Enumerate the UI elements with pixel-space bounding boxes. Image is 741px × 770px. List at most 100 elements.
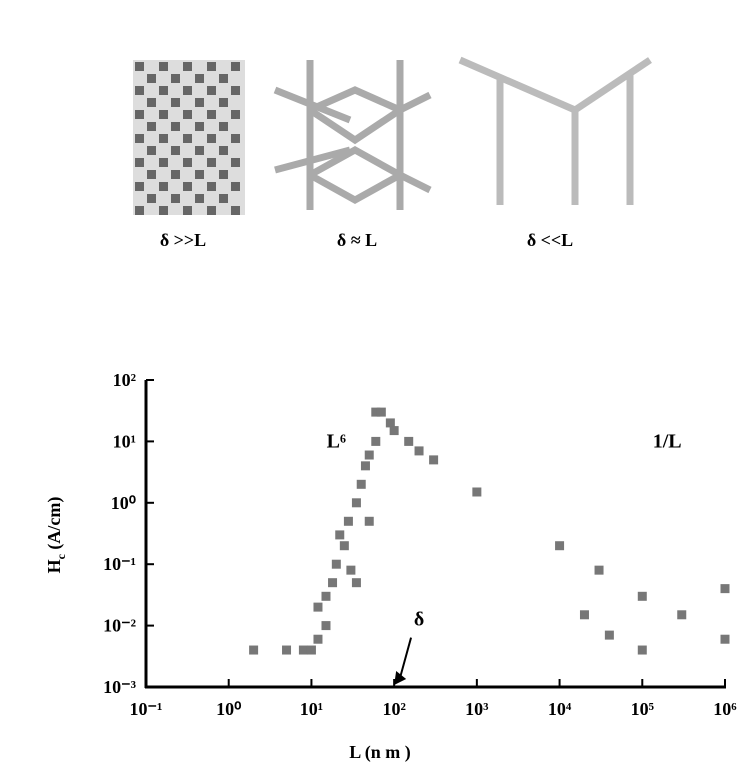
data-point bbox=[282, 645, 292, 655]
data-point bbox=[555, 541, 565, 551]
pattern-cell bbox=[231, 206, 240, 215]
pattern-cell bbox=[171, 74, 180, 83]
arrow bbox=[398, 637, 413, 682]
panel-thin bbox=[458, 56, 652, 205]
data-point bbox=[335, 530, 345, 540]
pattern-cell bbox=[159, 182, 168, 191]
data-point bbox=[351, 498, 361, 508]
pattern-cell bbox=[159, 158, 168, 167]
x-tick-label: 10⁻¹ bbox=[130, 699, 163, 719]
pattern-cell bbox=[159, 110, 168, 119]
pattern-cell bbox=[231, 158, 240, 167]
panel-label: δ ≈ L bbox=[337, 230, 377, 250]
data-point bbox=[720, 634, 730, 644]
y-title-part: H bbox=[44, 559, 64, 573]
data-point bbox=[389, 426, 399, 436]
pattern-cell bbox=[147, 98, 156, 107]
x-tick-label: 10³ bbox=[465, 699, 489, 719]
pattern-cell bbox=[183, 110, 192, 119]
pattern-cell bbox=[183, 62, 192, 71]
panel-label: δ <<L bbox=[527, 230, 573, 250]
pattern-cell bbox=[231, 110, 240, 119]
pattern-cell bbox=[171, 194, 180, 203]
y-axis-title: Hc (A/cm) bbox=[44, 497, 68, 574]
pattern-cell bbox=[219, 74, 228, 83]
data-point bbox=[298, 645, 308, 655]
pattern-cell bbox=[147, 74, 156, 83]
data-point bbox=[404, 436, 414, 446]
data-point bbox=[313, 634, 323, 644]
pattern-cell bbox=[135, 206, 144, 215]
pattern-cell bbox=[207, 158, 216, 167]
pattern-cell bbox=[171, 146, 180, 155]
pattern-cell bbox=[207, 86, 216, 95]
pattern-cell bbox=[195, 98, 204, 107]
data-point bbox=[414, 446, 424, 456]
pattern-cell bbox=[135, 110, 144, 119]
pattern-cell bbox=[219, 170, 228, 179]
data-point bbox=[356, 479, 366, 489]
data-point bbox=[429, 455, 439, 465]
x-tick-label: 10¹ bbox=[300, 699, 323, 719]
x-tick-label: 10⁰ bbox=[216, 699, 241, 719]
pattern-cell bbox=[231, 62, 240, 71]
data-point bbox=[328, 578, 338, 588]
pattern-cell bbox=[135, 86, 144, 95]
pattern-cell bbox=[159, 206, 168, 215]
data-point bbox=[364, 450, 374, 460]
data-point bbox=[371, 436, 381, 446]
data-point bbox=[346, 565, 356, 575]
y-tick-label: 10⁻³ bbox=[103, 677, 137, 697]
data-point bbox=[331, 559, 341, 569]
pattern-cell bbox=[171, 170, 180, 179]
x-tick-label: 10⁶ bbox=[713, 699, 737, 719]
pattern-cell bbox=[183, 86, 192, 95]
data-point bbox=[321, 591, 331, 601]
pattern-cell bbox=[195, 146, 204, 155]
pattern-cell bbox=[183, 182, 192, 191]
pattern-cell bbox=[183, 134, 192, 143]
pattern-cell bbox=[231, 86, 240, 95]
pattern-cell bbox=[195, 194, 204, 203]
x-axis-title: L (n m ) bbox=[349, 742, 411, 763]
pattern-cell bbox=[195, 122, 204, 131]
pattern-cell bbox=[207, 110, 216, 119]
pattern-cell bbox=[231, 134, 240, 143]
pattern-cell bbox=[183, 158, 192, 167]
pattern-cell bbox=[195, 74, 204, 83]
data-point bbox=[339, 541, 349, 551]
x-tick-label: 10² bbox=[382, 699, 405, 719]
pattern-cell bbox=[219, 194, 228, 203]
y-title-part: (A/cm) bbox=[44, 497, 65, 554]
data-point bbox=[472, 487, 482, 497]
y-tick-label: 10¹ bbox=[113, 431, 136, 451]
pattern-cell bbox=[171, 122, 180, 131]
data-point bbox=[579, 610, 589, 620]
data-point bbox=[321, 621, 331, 631]
data-point bbox=[364, 516, 374, 526]
data-point bbox=[306, 645, 316, 655]
data-point bbox=[385, 418, 395, 428]
data-point bbox=[360, 461, 370, 471]
y-tick-label: 10⁰ bbox=[111, 493, 136, 513]
data-point bbox=[343, 516, 353, 526]
pattern-cell bbox=[219, 122, 228, 131]
data-point bbox=[371, 407, 381, 417]
panel-dense bbox=[133, 60, 245, 215]
pattern-cell bbox=[183, 206, 192, 215]
pattern-cell bbox=[135, 62, 144, 71]
pattern-cell bbox=[159, 86, 168, 95]
data-point bbox=[376, 407, 386, 417]
pattern-cell bbox=[135, 182, 144, 191]
pattern-cell bbox=[207, 134, 216, 143]
pattern-cell bbox=[207, 182, 216, 191]
pattern-cell bbox=[147, 122, 156, 131]
data-point bbox=[249, 645, 259, 655]
pattern-cell bbox=[219, 98, 228, 107]
pattern-cell bbox=[171, 98, 180, 107]
pattern-cell bbox=[135, 158, 144, 167]
panel-label: δ >>L bbox=[160, 230, 206, 250]
pattern-cell bbox=[219, 146, 228, 155]
pattern-cell bbox=[147, 146, 156, 155]
